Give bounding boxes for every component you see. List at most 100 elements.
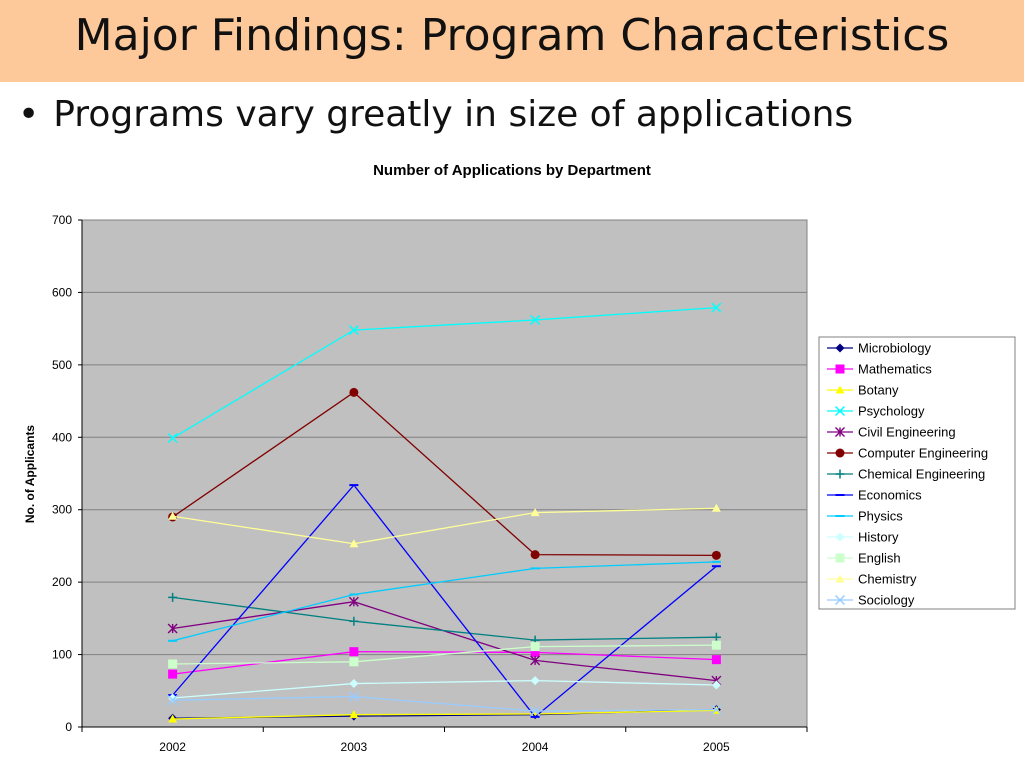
series-line [172,596,717,641]
bullet-marker: • [18,94,40,135]
data-point [168,659,178,669]
legend-marker [835,448,845,458]
data-point [530,647,540,657]
data-point [168,511,178,520]
data-point [711,632,721,642]
legend-label: Physics [858,509,903,524]
y-axis-label: No. of Applicants [23,425,37,524]
series-line [172,306,717,439]
data-point [167,695,178,706]
legend-marker [835,553,845,563]
bullet-text: Programs vary greatly in size of applica… [53,94,854,135]
data-point [167,623,178,634]
data-point [168,592,178,602]
legend-label: Botany [858,383,899,398]
y-tick-label: 300 [52,503,72,517]
data-point [711,302,722,313]
series-english [168,640,721,669]
legend-marker [834,405,846,417]
legend-item: Chemistry [827,572,917,587]
legend-marker [835,574,845,583]
legend-box [818,336,1016,610]
data-point [349,647,359,657]
series-group [167,302,722,723]
data-point [530,550,540,560]
data-point [711,640,721,650]
data-point [349,657,359,667]
slide-title: Major Findings: Program Characteristics [74,10,950,61]
data-point [348,691,359,702]
legend-label: Psychology [858,404,925,419]
series-sociology [167,691,722,717]
legend-marker [835,385,845,394]
data-point [530,655,541,666]
y-axis-ticks: 0 100 200 300 400 500 600 700 [52,213,83,734]
series-line [172,561,717,642]
legend-item: History [827,530,899,545]
data-point [349,710,359,719]
legend-label: Civil Engineering [858,425,956,440]
data-point [530,508,540,517]
data-point [711,503,721,512]
data-point [349,679,359,689]
legend-marker [835,532,845,542]
data-point [711,704,722,715]
legend-marker [835,427,845,437]
title-band [0,0,1024,82]
y-tick-label: 500 [52,358,72,372]
legend-item: Mathematics [827,362,932,377]
data-point [349,539,359,548]
legend: Microbiology Mathematics Botany Psychology C… [818,336,1016,610]
legend-label: Computer Engineering [858,446,988,461]
x-tick-label: 2005 [703,740,730,754]
y-tick-label: 0 [65,720,72,734]
x-tick-label: 2004 [522,740,549,754]
data-point [167,432,178,444]
legend-label: History [858,530,899,545]
bullet-item: • Programs vary greatly in size of applic… [18,94,853,135]
y-tick-label: 400 [52,430,72,444]
x-tick-label: 2003 [341,740,368,754]
data-point [711,680,721,690]
legend-marker [834,594,846,606]
data-point [530,706,541,717]
data-point [168,669,178,679]
data-point [530,676,540,686]
legend-marker [835,469,845,479]
legend-item: Physics [827,509,903,524]
series-line [172,484,717,718]
legend-item: Psychology [827,404,925,419]
legend-item: Botany [827,383,899,398]
legend-label: Sociology [858,593,915,608]
legend-item: Economics [827,488,922,503]
legend-label: Microbiology [858,341,931,356]
legend-label: English [858,551,901,566]
legend-marker [835,343,845,353]
legend-item: Civil Engineering [827,425,956,440]
data-point [168,714,178,723]
series-physics [168,560,721,642]
legend-item: English [827,551,901,566]
y-tick-label: 700 [52,213,72,227]
legend-label: Chemical Engineering [858,467,985,482]
legend-label: Chemistry [858,572,917,587]
y-tick-label: 600 [52,285,72,299]
series-line [172,695,717,712]
series-line [172,391,717,556]
series-computer-engineering [168,387,721,560]
x-axis-ticks: 2002 2003 2004 2005 [81,726,808,754]
series-line [172,507,717,545]
data-point [530,314,541,325]
series-line [172,709,717,720]
x-tick-label: 2002 [159,740,186,754]
y-tick-label: 200 [52,575,72,589]
series-line [172,679,717,699]
legend-label: Mathematics [858,362,932,377]
series-economics [168,484,721,718]
series-psychology [167,302,722,444]
data-point [349,387,359,397]
legend-item: Microbiology [827,341,931,356]
legend-label: Economics [858,488,922,503]
chart-title: Number of Applications by Department [373,162,651,179]
